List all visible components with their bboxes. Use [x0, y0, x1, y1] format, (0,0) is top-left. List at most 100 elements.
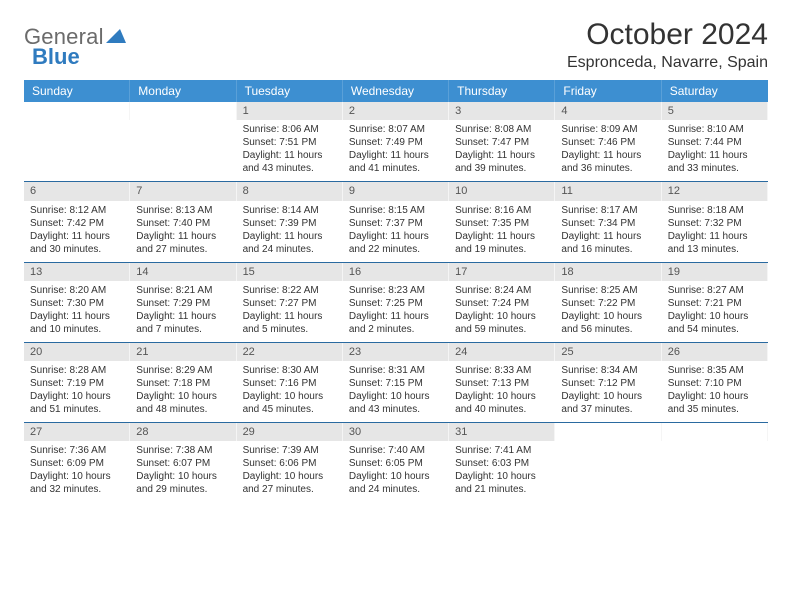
sunrise-line: Sunrise: 7:40 AM — [349, 444, 443, 457]
calendar-day: 30Sunrise: 7:40 AMSunset: 6:05 PMDayligh… — [343, 423, 449, 502]
day-body: Sunrise: 7:40 AMSunset: 6:05 PMDaylight:… — [343, 441, 449, 502]
calendar-day: 22Sunrise: 8:30 AMSunset: 7:16 PMDayligh… — [237, 343, 343, 422]
header: General October 2024 Espronceda, Navarre… — [24, 18, 768, 72]
sunset-line: Sunset: 7:42 PM — [30, 217, 124, 230]
sunrise-line: Sunrise: 8:18 AM — [668, 204, 762, 217]
dow-friday: Friday — [555, 80, 661, 102]
day-body: Sunrise: 7:36 AMSunset: 6:09 PMDaylight:… — [24, 441, 130, 502]
day-body — [555, 441, 661, 495]
calendar-day — [555, 423, 661, 502]
calendar-day: 20Sunrise: 8:28 AMSunset: 7:19 PMDayligh… — [24, 343, 130, 422]
day-number: 11 — [555, 182, 661, 200]
day-body: Sunrise: 8:30 AMSunset: 7:16 PMDaylight:… — [237, 361, 343, 422]
calendar-day: 19 Sunrise: 8:27 AMSunset: 7:21 PMDayligh… — [662, 263, 768, 342]
location-text: Espronceda, Navarre, Spain — [567, 54, 768, 72]
sunset-line: Sunset: 7:21 PM — [668, 297, 762, 310]
sunrise-line: Sunrise: 8:13 AM — [136, 204, 230, 217]
sunrise-line: Sunrise: 7:39 AM — [243, 444, 337, 457]
daylight-line: Daylight: 10 hours and 56 minutes. — [561, 310, 655, 336]
daylight-line: Daylight: 11 hours and 27 minutes. — [136, 230, 230, 256]
day-number: 3 — [449, 102, 555, 120]
dow-tuesday: Tuesday — [237, 80, 343, 102]
calendar-day: 25Sunrise: 8:34 AMSunset: 7:12 PMDayligh… — [555, 343, 661, 422]
sunset-line: Sunset: 7:29 PM — [136, 297, 230, 310]
sunset-line: Sunset: 7:49 PM — [349, 136, 443, 149]
day-body: Sunrise: 8:33 AMSunset: 7:13 PMDaylight:… — [449, 361, 555, 422]
day-number: 5 — [662, 102, 768, 120]
sunrise-line: Sunrise: 8:06 AM — [243, 123, 337, 136]
logo-text-blue: Blue — [34, 44, 80, 70]
day-number: 20 — [24, 343, 130, 361]
day-number: 13 — [24, 263, 130, 281]
dow-saturday: Saturday — [662, 80, 768, 102]
day-body — [130, 120, 236, 174]
daylight-line: Daylight: 10 hours and 40 minutes. — [455, 390, 549, 416]
sunset-line: Sunset: 6:09 PM — [30, 457, 124, 470]
day-number: 22 — [237, 343, 343, 361]
day-number: 7 — [130, 182, 236, 200]
day-number: 19 — [662, 263, 768, 281]
sunset-line: Sunset: 7:46 PM — [561, 136, 655, 149]
day-number: 8 — [237, 182, 343, 200]
sunrise-line: Sunrise: 8:10 AM — [668, 123, 762, 136]
calendar-day: 12Sunrise: 8:18 AMSunset: 7:32 PMDayligh… — [662, 182, 768, 261]
calendar-week: 27Sunrise: 7:36 AMSunset: 6:09 PMDayligh… — [24, 423, 768, 502]
month-title: October 2024 — [567, 18, 768, 52]
calendar-day: 5Sunrise: 8:10 AMSunset: 7:44 PMDaylight… — [662, 102, 768, 181]
daylight-line: Daylight: 10 hours and 29 minutes. — [136, 470, 230, 496]
calendar-day: 6Sunrise: 8:12 AMSunset: 7:42 PMDaylight… — [24, 182, 130, 261]
sunrise-line: Sunrise: 8:12 AM — [30, 204, 124, 217]
sunrise-line: Sunrise: 7:38 AM — [136, 444, 230, 457]
daylight-line: Daylight: 11 hours and 30 minutes. — [30, 230, 124, 256]
day-body: Sunrise: 8:10 AMSunset: 7:44 PMDaylight:… — [662, 120, 768, 181]
day-body: Sunrise: 7:39 AMSunset: 6:06 PMDaylight:… — [237, 441, 343, 502]
sunset-line: Sunset: 7:12 PM — [561, 377, 655, 390]
daylight-line: Daylight: 10 hours and 35 minutes. — [668, 390, 762, 416]
sunset-line: Sunset: 7:39 PM — [243, 217, 337, 230]
sunset-line: Sunset: 7:34 PM — [561, 217, 655, 230]
sunset-line: Sunset: 7:51 PM — [243, 136, 337, 149]
day-body: Sunrise: 8:16 AMSunset: 7:35 PMDaylight:… — [449, 201, 555, 262]
sunrise-line: Sunrise: 7:41 AM — [455, 444, 549, 457]
calendar-day: 24Sunrise: 8:33 AMSunset: 7:13 PMDayligh… — [449, 343, 555, 422]
sunset-line: Sunset: 7:19 PM — [30, 377, 124, 390]
logo-triangle-icon — [106, 27, 126, 48]
sunset-line: Sunset: 7:22 PM — [561, 297, 655, 310]
day-number — [130, 102, 236, 120]
daylight-line: Daylight: 10 hours and 24 minutes. — [349, 470, 443, 496]
sunset-line: Sunset: 7:16 PM — [243, 377, 337, 390]
sunrise-line: Sunrise: 8:30 AM — [243, 364, 337, 377]
day-of-week-header: Sunday Monday Tuesday Wednesday Thursday… — [24, 80, 768, 102]
sunrise-line: Sunrise: 8:16 AM — [455, 204, 549, 217]
calendar: Sunday Monday Tuesday Wednesday Thursday… — [24, 80, 768, 502]
day-number — [662, 423, 768, 441]
daylight-line: Daylight: 11 hours and 10 minutes. — [30, 310, 124, 336]
sunrise-line: Sunrise: 8:28 AM — [30, 364, 124, 377]
sunset-line: Sunset: 7:15 PM — [349, 377, 443, 390]
day-body: Sunrise: 8:35 AMSunset: 7:10 PMDaylight:… — [662, 361, 768, 422]
calendar-day: 9Sunrise: 8:15 AMSunset: 7:37 PMDaylight… — [343, 182, 449, 261]
day-number: 18 — [555, 263, 661, 281]
sunrise-line: Sunrise: 8:21 AM — [136, 284, 230, 297]
daylight-line: Daylight: 11 hours and 24 minutes. — [243, 230, 337, 256]
day-body: Sunrise: 8:24 AMSunset: 7:24 PMDaylight:… — [449, 281, 555, 342]
day-body: Sunrise: 8:29 AMSunset: 7:18 PMDaylight:… — [130, 361, 236, 422]
daylight-line: Daylight: 11 hours and 19 minutes. — [455, 230, 549, 256]
day-body: Sunrise: 8:09 AMSunset: 7:46 PMDaylight:… — [555, 120, 661, 181]
daylight-line: Daylight: 11 hours and 13 minutes. — [668, 230, 762, 256]
day-number: 21 — [130, 343, 236, 361]
calendar-day: 10Sunrise: 8:16 AMSunset: 7:35 PMDayligh… — [449, 182, 555, 261]
sunrise-line: Sunrise: 8:27 AM — [668, 284, 762, 297]
day-body: Sunrise: 8:20 AMSunset: 7:30 PMDaylight:… — [24, 281, 130, 342]
daylight-line: Daylight: 10 hours and 54 minutes. — [668, 310, 762, 336]
day-number: 28 — [130, 423, 236, 441]
calendar-day: 2Sunrise: 8:07 AMSunset: 7:49 PMDaylight… — [343, 102, 449, 181]
day-number: 4 — [555, 102, 661, 120]
sunrise-line: Sunrise: 8:23 AM — [349, 284, 443, 297]
calendar-day: 16Sunrise: 8:23 AMSunset: 7:25 PMDayligh… — [343, 263, 449, 342]
sunrise-line: Sunrise: 8:07 AM — [349, 123, 443, 136]
sunrise-line: Sunrise: 8:17 AM — [561, 204, 655, 217]
day-body: Sunrise: 8:13 AMSunset: 7:40 PMDaylight:… — [130, 201, 236, 262]
sunset-line: Sunset: 6:03 PM — [455, 457, 549, 470]
day-number: 1 — [237, 102, 343, 120]
